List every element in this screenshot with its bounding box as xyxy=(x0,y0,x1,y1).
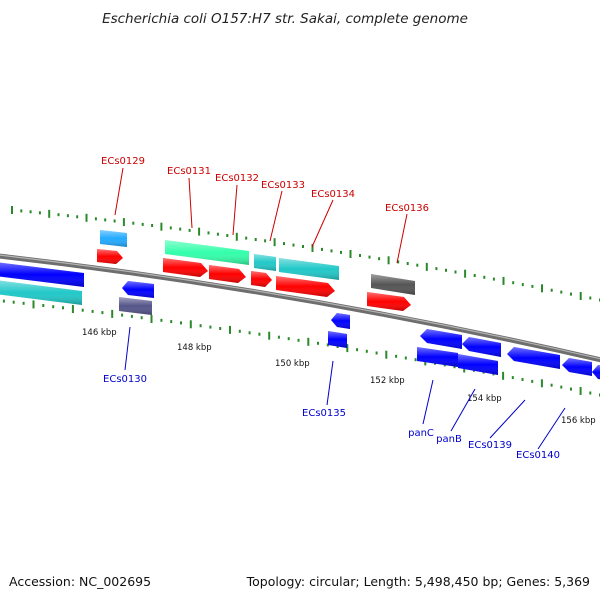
tick-label-152kbp: 152 kbp xyxy=(370,376,405,386)
cds-feature[interactable] xyxy=(165,240,249,265)
cds-feature[interactable] xyxy=(100,230,127,247)
cds-feature[interactable] xyxy=(119,297,152,315)
cds-feature[interactable] xyxy=(279,258,339,280)
cds-feature[interactable] xyxy=(163,258,208,277)
cds-feature[interactable] xyxy=(331,313,350,329)
genome-backbone xyxy=(0,253,600,363)
tick-label-150kbp: 150 kbp xyxy=(275,359,310,369)
tick-label-146kbp: 146 kbp xyxy=(82,328,117,338)
gene-label-ECs0131[interactable]: ECs0131 xyxy=(167,166,211,177)
cds-feature[interactable] xyxy=(122,281,154,298)
gene-label-ECs0136[interactable]: ECs0136 xyxy=(385,203,429,214)
gene-label-panB[interactable]: panB xyxy=(436,434,462,445)
tick-label-154kbp: 154 kbp xyxy=(467,394,502,404)
gene-label-ECs0130[interactable]: ECs0130 xyxy=(103,374,147,385)
cds-feature[interactable] xyxy=(562,358,592,376)
gene-features xyxy=(0,230,600,380)
gene-label-ECs0140[interactable]: ECs0140 xyxy=(516,450,560,461)
label-connectors xyxy=(114,167,566,450)
cds-feature[interactable] xyxy=(328,331,347,348)
tick-marks xyxy=(2,206,600,397)
cds-feature[interactable] xyxy=(417,347,458,367)
cds-feature[interactable] xyxy=(371,274,415,295)
cds-feature[interactable] xyxy=(367,292,411,311)
cds-feature[interactable] xyxy=(209,265,246,283)
gene-label-ECs0133[interactable]: ECs0133 xyxy=(261,180,305,191)
genome-summary-text: Topology: circular; Length: 5,498,450 bp… xyxy=(246,574,590,589)
gene-labels: ECs0129 ECs0131 ECs0132 ECs0133 ECs0134 … xyxy=(101,156,560,461)
gene-label-ECs0139[interactable]: ECs0139 xyxy=(468,440,512,451)
cds-feature[interactable] xyxy=(458,354,498,375)
gene-label-ECs0132[interactable]: ECs0132 xyxy=(215,173,259,184)
cds-feature[interactable] xyxy=(0,280,82,305)
cds-feature[interactable] xyxy=(462,337,501,357)
cds-feature[interactable] xyxy=(0,262,84,287)
gene-label-ECs0129[interactable]: ECs0129 xyxy=(101,156,145,167)
gene-label-ECs0134[interactable]: ECs0134 xyxy=(311,189,355,200)
map-title: Escherichia coli O157:H7 str. Sakai, com… xyxy=(102,11,468,27)
scale-labels: 146 kbp 148 kbp 150 kbp 152 kbp 154 kbp … xyxy=(82,328,596,426)
tick-label-148kbp: 148 kbp xyxy=(177,343,212,353)
tick-label-156kbp: 156 kbp xyxy=(561,416,596,426)
gene-label-ECs0135[interactable]: ECs0135 xyxy=(302,408,346,419)
accession-text: Accession: NC_002695 xyxy=(9,574,151,589)
gene-label-panC[interactable]: panC xyxy=(408,428,434,439)
cds-feature[interactable] xyxy=(420,329,462,349)
cds-feature[interactable] xyxy=(251,271,272,287)
cds-feature[interactable] xyxy=(276,276,335,297)
cds-feature[interactable] xyxy=(254,254,276,271)
cds-feature[interactable] xyxy=(592,365,600,380)
cds-feature[interactable] xyxy=(507,347,560,369)
cds-feature[interactable] xyxy=(97,249,123,264)
